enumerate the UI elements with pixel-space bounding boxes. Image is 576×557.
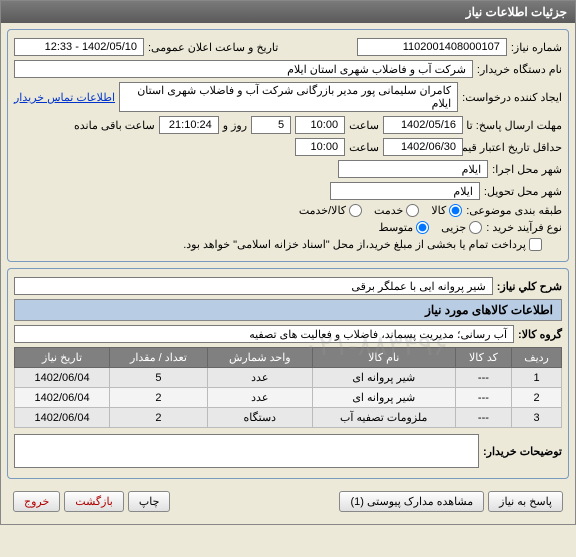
contact-link[interactable]: اطلاعات تماس خریدار (14, 91, 115, 104)
notes-label: توضیحات خریدار: (483, 445, 562, 458)
button-bar: پاسخ به نیاز مشاهده مدارک پیوستی (1) چاپ… (7, 485, 569, 518)
table-header: تعداد / مقدار (110, 348, 208, 368)
desc-section: ۰۲۱-۸۸۳۴۹۶ شرح کلي نياز: شیر پروانه ایی … (7, 268, 569, 479)
announce-value: 1402/05/10 - 12:33 (14, 38, 144, 56)
window-title: جزئیات اطلاعات نیاز (466, 5, 567, 19)
deadline-date: 1402/05/16 (383, 116, 463, 134)
goods-section-title: اطلاعات کالاهای مورد نیاز (14, 299, 562, 321)
group-label: گروه کالا: (518, 328, 562, 341)
exec-city-label: شهر محل اجرا: (492, 163, 562, 176)
need-no-value: 1102001408000107 (357, 38, 507, 56)
remain-label: ساعت باقی مانده (74, 119, 155, 132)
pay-checkbox[interactable]: پرداخت تمام یا بخشی از مبلغ خرید،از محل … (183, 238, 542, 251)
exec-city-value: ایلام (338, 160, 488, 178)
class-label: طبقه بندی موضوعی: (466, 204, 562, 217)
table-row: 1---شیر پروانه ایعدد51402/06/04 (15, 368, 562, 388)
respond-button[interactable]: پاسخ به نیاز (488, 491, 563, 512)
table-row: 2---شیر پروانه ایعدد21402/06/04 (15, 388, 562, 408)
announce-label: تاریخ و ساعت اعلان عمومی: (148, 41, 278, 54)
print-button[interactable]: چاپ (128, 491, 171, 512)
validity-date: 1402/06/30 (383, 138, 463, 156)
table-row: 3---ملزومات تصفیه آبدستگاه21402/06/04 (15, 408, 562, 428)
table-header: کد کالا (455, 348, 511, 368)
exit-button[interactable]: خروج (13, 491, 60, 512)
time-label-1: ساعت (349, 119, 379, 132)
content: شماره نیاز: 1102001408000107 تاریخ و ساع… (1, 23, 575, 524)
notes-value (14, 434, 479, 468)
group-value: آب رسانی؛ مدیریت پسماند، فاضلاب و فعالیت… (14, 325, 514, 343)
desc-title-value: شیر پروانه ایی با عملگر برقی (14, 277, 493, 295)
main-info-section: شماره نیاز: 1102001408000107 تاریخ و ساع… (7, 29, 569, 262)
back-button[interactable]: بازگشت (64, 491, 124, 512)
table-header: نام کالا (312, 348, 455, 368)
deadline-time: 10:00 (295, 116, 345, 134)
requester-value: کامران سلیمانی پور مدیر بازرگانی شرکت آب… (119, 82, 458, 112)
titlebar: جزئیات اطلاعات نیاز (1, 1, 575, 23)
deadline-label: مهلت ارسال پاسخ: تا تاریخ: (467, 119, 562, 132)
days-label: روز و (223, 119, 247, 132)
days-value: 5 (251, 116, 291, 134)
table-header: واحد شمارش (207, 348, 312, 368)
class-goods-radio[interactable]: کالا (431, 204, 462, 217)
requester-label: ایجاد کننده درخواست: (462, 91, 562, 104)
table-header: ردیف (512, 348, 562, 368)
buytype-label: نوع فرآیند خرید : (486, 221, 562, 234)
buyer-label: نام دستگاه خریدار: (477, 63, 562, 76)
validity-label: حداقل تاریخ اعتبار قیمت: تا تاریخ: (467, 141, 562, 154)
goods-table: ردیفکد کالانام کالاواحد شمارشتعداد / مقد… (14, 347, 562, 428)
buy-small-radio[interactable]: جزیی (441, 221, 482, 234)
attachments-button[interactable]: مشاهده مدارک پیوستی (1) (339, 491, 484, 512)
window: جزئیات اطلاعات نیاز شماره نیاز: 11020014… (0, 0, 576, 525)
buy-medium-radio[interactable]: متوسط (379, 221, 430, 234)
table-header: تاریخ نیاز (15, 348, 110, 368)
buyer-value: شرکت آب و فاضلاب شهری استان ایلام (14, 60, 473, 78)
desc-title-label: شرح کلي نياز: (497, 280, 562, 293)
time-label-2: ساعت (349, 141, 379, 154)
deliv-city-value: ایلام (330, 182, 480, 200)
need-no-label: شماره نیاز: (511, 41, 562, 54)
class-service-radio[interactable]: خدمت (374, 204, 419, 217)
class-both-radio[interactable]: کالا/خدمت (299, 204, 362, 217)
remain-time: 21:10:24 (159, 116, 219, 134)
deliv-city-label: شهر محل تحویل: (484, 185, 562, 198)
validity-time: 10:00 (295, 138, 345, 156)
